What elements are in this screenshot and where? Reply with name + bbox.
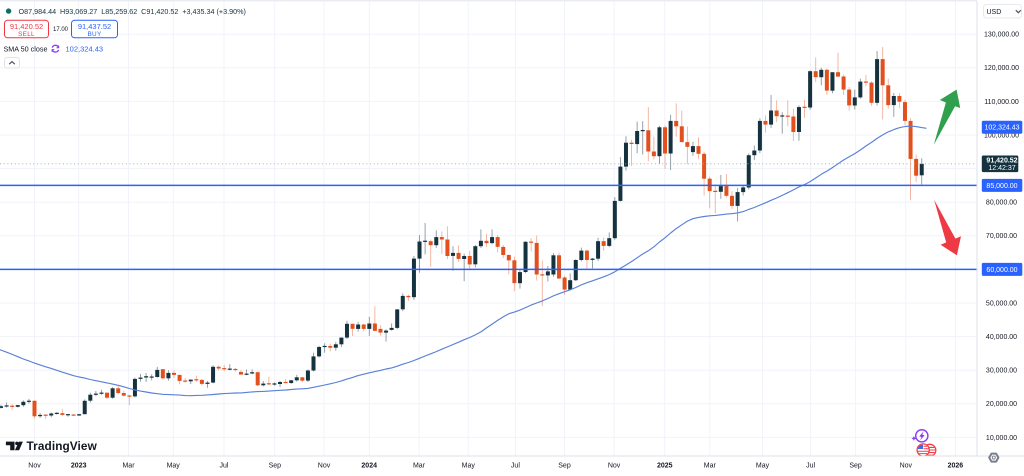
svg-text:Nov: Nov bbox=[28, 463, 41, 470]
svg-text:91,437.52: 91,437.52 bbox=[78, 22, 111, 31]
svg-text:Sep: Sep bbox=[558, 463, 571, 470]
svg-text:SMA 50 close: SMA 50 close bbox=[4, 44, 48, 53]
svg-text:70,000.00: 70,000.00 bbox=[986, 233, 1017, 240]
svg-text:2026: 2026 bbox=[948, 463, 964, 470]
svg-text:Sep: Sep bbox=[269, 463, 282, 470]
svg-text:SELL: SELL bbox=[18, 31, 35, 38]
svg-text:2023: 2023 bbox=[71, 463, 87, 470]
svg-text:TradingView: TradingView bbox=[27, 439, 98, 453]
svg-text:102,324.43: 102,324.43 bbox=[66, 44, 104, 53]
svg-text:110,000.00: 110,000.00 bbox=[984, 99, 1019, 106]
svg-text:100,000.00: 100,000.00 bbox=[984, 132, 1019, 139]
svg-text:60,000.00: 60,000.00 bbox=[986, 267, 1017, 274]
svg-text:Nov: Nov bbox=[900, 463, 913, 470]
svg-text:Mar: Mar bbox=[413, 463, 426, 470]
svg-text:10,000.00: 10,000.00 bbox=[986, 435, 1017, 442]
svg-text:102,324.43: 102,324.43 bbox=[984, 125, 1019, 132]
svg-text:BUY: BUY bbox=[87, 31, 101, 38]
svg-text:130,000.00: 130,000.00 bbox=[984, 32, 1019, 39]
svg-text:May: May bbox=[756, 463, 770, 470]
svg-text:Mar: Mar bbox=[122, 463, 135, 470]
svg-text:40,000.00: 40,000.00 bbox=[986, 334, 1017, 341]
svg-text:80,000.00: 80,000.00 bbox=[986, 200, 1017, 207]
svg-text:May: May bbox=[167, 463, 181, 470]
svg-text:120,000.00: 120,000.00 bbox=[984, 65, 1019, 72]
svg-text:Jul: Jul bbox=[220, 463, 229, 470]
svg-text:2025: 2025 bbox=[657, 463, 673, 470]
svg-text:O87,984.44 H93,069.27 L85,25: O87,984.44 H93,069.27 L85,259.62 C91,420… bbox=[19, 7, 246, 16]
svg-text:Nov: Nov bbox=[318, 463, 331, 470]
svg-text:12:42:37: 12:42:37 bbox=[988, 165, 1015, 172]
svg-text:30,000.00: 30,000.00 bbox=[986, 368, 1017, 375]
svg-text:20,000.00: 20,000.00 bbox=[986, 401, 1017, 408]
svg-text:2024: 2024 bbox=[361, 463, 377, 470]
svg-text:Mar: Mar bbox=[704, 463, 717, 470]
svg-text:91,420.52: 91,420.52 bbox=[10, 22, 43, 31]
svg-text:Nov: Nov bbox=[608, 463, 621, 470]
svg-text:50,000.00: 50,000.00 bbox=[986, 300, 1017, 307]
svg-text:May: May bbox=[462, 463, 476, 470]
svg-text:17.00: 17.00 bbox=[53, 27, 69, 33]
svg-text:Jul: Jul bbox=[511, 463, 520, 470]
svg-text:Sep: Sep bbox=[849, 463, 862, 470]
svg-text:USD: USD bbox=[987, 9, 1002, 16]
svg-text:85,000.00: 85,000.00 bbox=[986, 183, 1017, 190]
svg-text:Jul: Jul bbox=[806, 463, 815, 470]
svg-text:91,420.52: 91,420.52 bbox=[986, 158, 1017, 165]
